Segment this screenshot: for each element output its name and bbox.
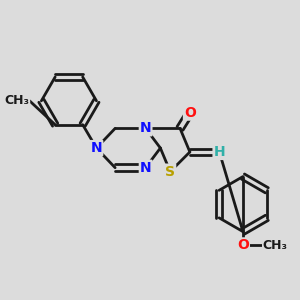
Text: O: O [237, 238, 249, 252]
Text: CH₃: CH₃ [262, 239, 288, 252]
Text: S: S [165, 165, 175, 178]
Text: N: N [140, 122, 152, 135]
Text: CH₃: CH₃ [4, 94, 30, 107]
Text: N: N [91, 141, 102, 155]
Text: H: H [214, 145, 225, 159]
Text: N: N [140, 161, 152, 175]
Text: O: O [184, 106, 196, 120]
